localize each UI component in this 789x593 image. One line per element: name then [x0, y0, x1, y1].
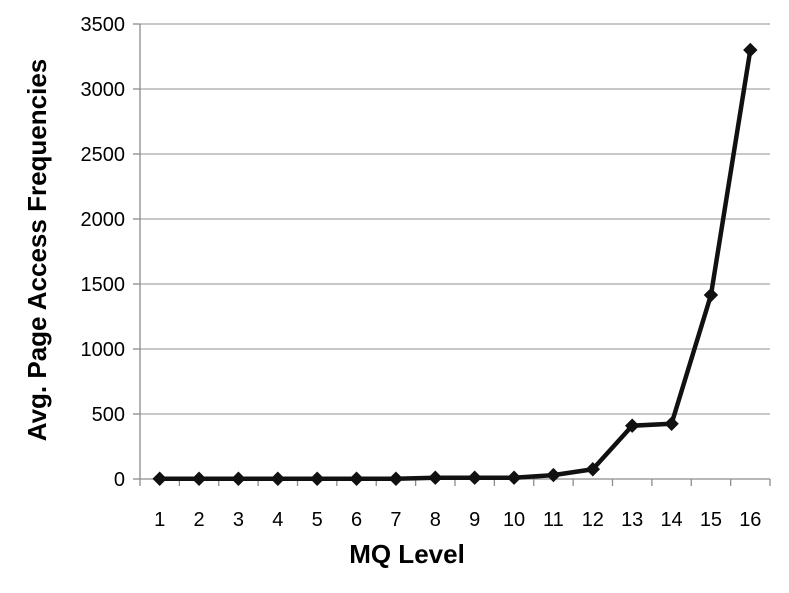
- x-tick-label: 7: [390, 509, 401, 531]
- x-tick-label: 14: [660, 509, 682, 531]
- x-tick-label: 1: [154, 509, 165, 531]
- x-tick-label: 12: [582, 509, 604, 531]
- x-tick-label: 2: [194, 509, 205, 531]
- x-tick-label: 5: [312, 509, 323, 531]
- data-point-marker: [152, 471, 167, 486]
- series-layer: [152, 42, 758, 486]
- data-point-marker: [703, 287, 719, 303]
- y-axis-title: Avg. Page Access Frequencies: [22, 59, 52, 441]
- data-point-marker: [624, 418, 640, 433]
- y-tick-label: 2500: [81, 144, 126, 166]
- y-tick-label: 500: [92, 404, 125, 426]
- y-tick-label: 3000: [81, 79, 126, 101]
- data-point-marker: [467, 470, 482, 485]
- data-point-marker: [506, 470, 522, 485]
- data-point-marker: [309, 471, 325, 486]
- grid-layer: [140, 23, 770, 415]
- x-tick-label: 16: [739, 509, 761, 531]
- x-tick-label: 11: [543, 509, 564, 531]
- y-tick-label: 2000: [81, 209, 126, 231]
- x-tick-label: 9: [469, 509, 480, 531]
- y-tick-label: 3500: [81, 14, 126, 36]
- y-tick-label: 1000: [81, 339, 126, 361]
- series-line: [157, 47, 753, 481]
- data-point-marker: [388, 471, 404, 486]
- x-tick-label: 8: [430, 509, 441, 531]
- x-tick-label: 6: [351, 509, 362, 531]
- y-tick-label: 1500: [81, 274, 126, 296]
- data-point-marker: [428, 470, 443, 485]
- data-point-marker: [270, 471, 286, 486]
- data-point-marker: [585, 462, 601, 477]
- data-point-marker: [191, 471, 207, 486]
- x-tick-label: 13: [621, 509, 643, 531]
- x-tick-label: 3: [233, 509, 244, 531]
- x-axis-title: MQ Level: [349, 539, 465, 569]
- x-tick-label: 10: [503, 509, 525, 531]
- x-tick-label: 4: [272, 509, 283, 531]
- data-point-marker: [349, 471, 364, 486]
- x-tick-label: 15: [700, 509, 722, 531]
- data-point-marker: [546, 467, 561, 483]
- data-point-marker: [664, 416, 679, 431]
- data-point-marker: [231, 471, 246, 486]
- y-tick-label: 0: [114, 469, 125, 491]
- data-point-marker: [743, 42, 758, 58]
